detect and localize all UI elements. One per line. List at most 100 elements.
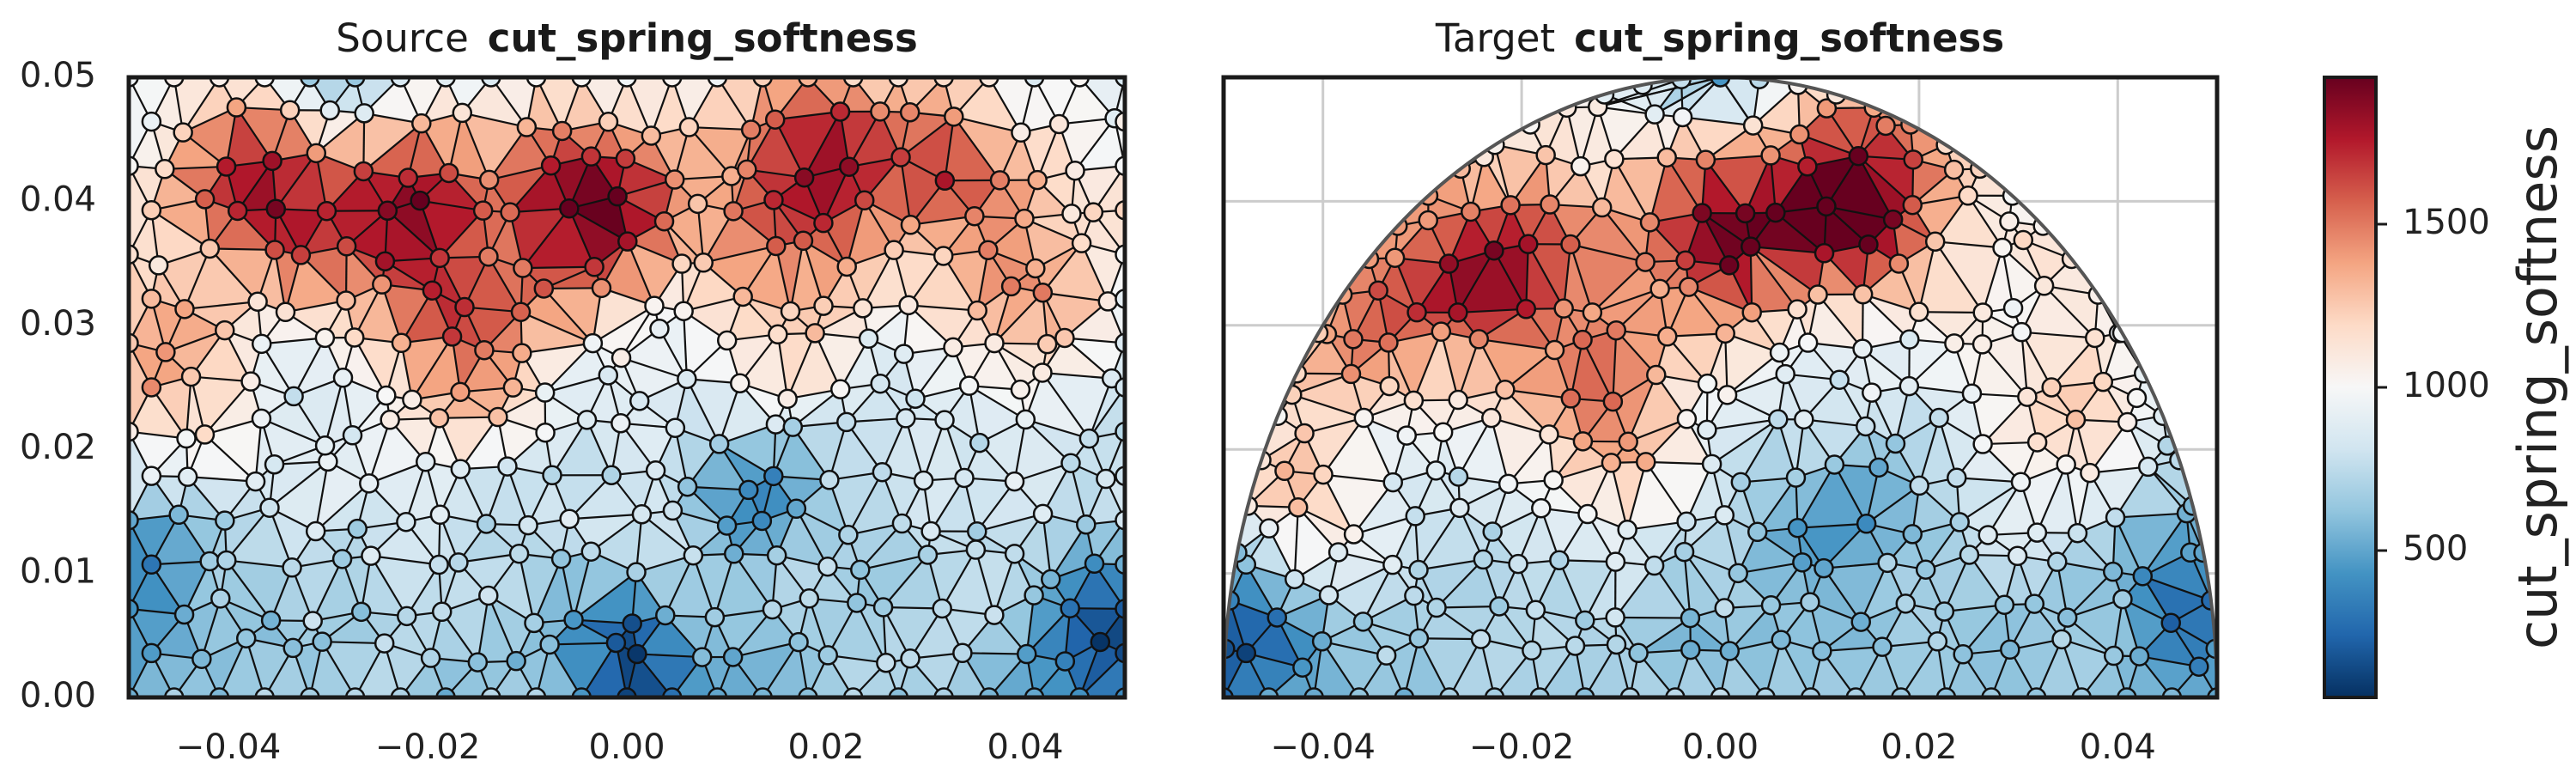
source-node bbox=[649, 319, 670, 339]
target-node bbox=[2013, 229, 2034, 251]
target-mesh-edge bbox=[1917, 241, 1936, 313]
source-node bbox=[872, 597, 894, 618]
source-node bbox=[251, 333, 272, 355]
source-node bbox=[967, 300, 987, 321]
target-mesh-edge bbox=[1909, 385, 1972, 395]
target-node bbox=[2103, 645, 2124, 666]
target-node bbox=[1294, 423, 1315, 444]
target-node bbox=[1448, 389, 1468, 411]
target-node bbox=[1742, 115, 1764, 136]
target-node bbox=[1719, 255, 1740, 276]
source-node bbox=[450, 381, 471, 403]
target-node bbox=[1856, 514, 1877, 534]
colorbar-gradient bbox=[2323, 76, 2378, 699]
source-mesh-edge bbox=[620, 305, 655, 359]
target-node bbox=[1814, 557, 1834, 579]
source-mesh-edge bbox=[419, 199, 483, 212]
target-mesh-edge bbox=[1245, 563, 1279, 618]
target-mesh-edge bbox=[1322, 474, 1355, 535]
source-mesh-edge bbox=[814, 332, 841, 390]
target-node bbox=[1349, 687, 1370, 697]
target-mesh-edge bbox=[1291, 393, 1364, 419]
source-node bbox=[264, 240, 285, 260]
source-node bbox=[617, 687, 637, 697]
target-node bbox=[1858, 234, 1879, 255]
colorbar-tick-label: 500 bbox=[2403, 529, 2468, 569]
source-node bbox=[631, 504, 653, 525]
target-mesh-edge bbox=[1981, 344, 2028, 398]
target-mesh-edge bbox=[1860, 562, 1889, 623]
target-node bbox=[1274, 460, 1295, 482]
source-node bbox=[917, 545, 939, 565]
source-mesh-edge bbox=[1049, 524, 1087, 581]
target-mesh-edge bbox=[1610, 462, 1629, 531]
target-mesh-edge bbox=[1823, 523, 1868, 569]
target-mesh-edge bbox=[1943, 554, 1971, 612]
source-node bbox=[900, 215, 921, 235]
source-mesh-edge bbox=[908, 304, 954, 349]
source-node bbox=[598, 112, 619, 132]
source-mesh-edge bbox=[532, 558, 562, 624]
target-node bbox=[1829, 369, 1850, 390]
target-node bbox=[2132, 566, 2154, 587]
source-node bbox=[467, 652, 489, 673]
source-node bbox=[629, 391, 650, 411]
source-node bbox=[1004, 544, 1025, 564]
target-mesh-edge bbox=[1908, 343, 1955, 387]
target-mesh-edge bbox=[1457, 417, 1492, 478]
source-node bbox=[262, 150, 283, 172]
target-mesh-edge bbox=[1775, 211, 1826, 254]
target-node bbox=[1508, 553, 1528, 575]
source-node bbox=[429, 504, 451, 526]
target-node bbox=[1797, 156, 1818, 177]
source-node bbox=[683, 545, 704, 566]
target-mesh-edge bbox=[1857, 155, 1894, 221]
colorbar-tick-label: 1500 bbox=[2403, 203, 2490, 242]
target-node bbox=[1891, 687, 1911, 697]
source-mesh-edge bbox=[683, 311, 688, 380]
target-node bbox=[1816, 98, 1838, 119]
source-node bbox=[1060, 598, 1080, 618]
source-node bbox=[777, 388, 798, 410]
target-node bbox=[1628, 642, 1649, 664]
source-node bbox=[854, 190, 875, 211]
target-node bbox=[1531, 497, 1552, 519]
source-mesh-edge bbox=[447, 113, 464, 173]
target-node bbox=[2047, 551, 2068, 572]
source-mesh-edge bbox=[368, 419, 392, 484]
target-mesh-edge bbox=[1558, 559, 1586, 621]
source-mesh-edge bbox=[846, 200, 866, 267]
target-node bbox=[2071, 687, 2092, 697]
source-node bbox=[1115, 377, 1125, 398]
target-mesh-edge bbox=[1796, 464, 1836, 529]
source-y-tick-label: 0.01 bbox=[20, 552, 96, 592]
target-node bbox=[2085, 327, 2105, 349]
source-mesh-edge bbox=[775, 246, 792, 312]
source-node bbox=[933, 246, 954, 266]
source-node bbox=[611, 413, 631, 434]
target-node bbox=[1730, 472, 1752, 493]
target-node bbox=[1765, 202, 1786, 223]
target-mesh-edge bbox=[1507, 434, 1550, 485]
source-node bbox=[155, 342, 176, 362]
source-node bbox=[582, 332, 604, 354]
source-node bbox=[524, 612, 544, 634]
source-node bbox=[819, 470, 840, 490]
target-node bbox=[2117, 411, 2138, 433]
target-node bbox=[1577, 503, 1598, 525]
source-node bbox=[793, 167, 815, 188]
target-node bbox=[1771, 630, 1791, 650]
source-node bbox=[173, 604, 195, 625]
target-x-axis: −0.04 −0.02 0.00 0.02 0.04 bbox=[1270, 727, 2155, 767]
source-mesh-edge bbox=[687, 485, 749, 491]
source-node bbox=[336, 290, 356, 311]
source-y-axis: 0.00 0.01 0.02 0.03 0.04 0.05 bbox=[20, 56, 96, 715]
source-node bbox=[1097, 291, 1119, 312]
source-mesh-edge bbox=[322, 641, 385, 645]
source-mesh-edge bbox=[943, 419, 966, 478]
target-x-tick-label: −0.02 bbox=[1469, 727, 1575, 767]
source-node bbox=[598, 365, 619, 386]
source-mesh-edge bbox=[489, 164, 551, 181]
source-node bbox=[1115, 111, 1125, 132]
target-mesh-edge bbox=[1539, 645, 1577, 697]
